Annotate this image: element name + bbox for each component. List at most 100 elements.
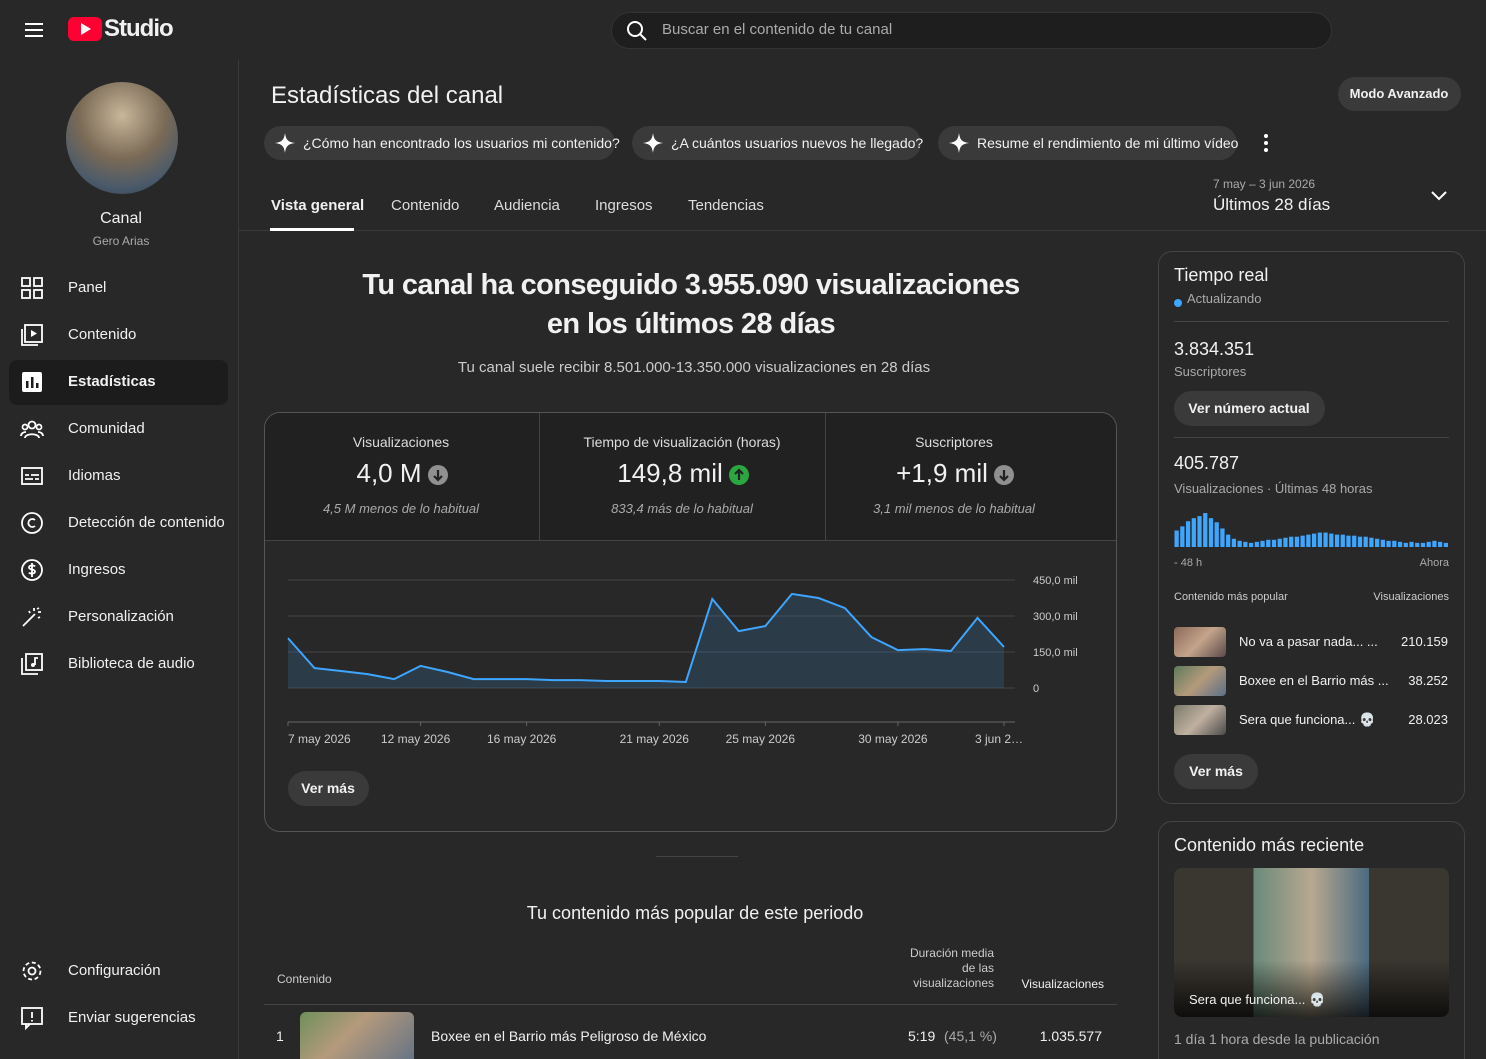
- see-more-button[interactable]: [288, 771, 369, 806]
- metric-note: 4,5 M menos de lo habitual: [322, 501, 480, 516]
- divider: [1174, 321, 1449, 322]
- trend-icon: [729, 465, 749, 485]
- nav-icon: [22, 372, 42, 392]
- divider: [265, 540, 1116, 541]
- recent-video-title[interactable]: Sera que funciona... 💀: [1189, 992, 1326, 1007]
- current-count-label[interactable]: Ver número actual: [1188, 400, 1310, 416]
- popular-views: 28.023: [1408, 712, 1448, 727]
- tab-border: [239, 230, 1486, 231]
- realtime-see-more-label[interactable]: Ver más: [1189, 763, 1243, 779]
- tab[interactable]: Vista general: [271, 197, 365, 214]
- current-count-button[interactable]: [1174, 391, 1325, 426]
- suggestion-text[interactable]: ¿Cómo han encontrado los usuarios mi con…: [303, 135, 620, 151]
- channel-label: Canal: [100, 210, 142, 227]
- active-tab-indicator: [270, 228, 354, 231]
- nav-icon: [21, 1007, 43, 1030]
- column-header: Duración media de las visualizaciones: [909, 946, 994, 990]
- period: Últimos 28 días: [1213, 195, 1331, 214]
- suggestion-text[interactable]: Resume el rendimiento de mi último vídeo: [977, 135, 1239, 151]
- trend-icon: [994, 465, 1014, 485]
- headline: Tu canal ha conseguido 3.955.090 visuali…: [362, 269, 1020, 340]
- tab[interactable]: Contenido: [391, 197, 460, 214]
- date-range: 7 may – 3 jun 2026: [1213, 177, 1316, 191]
- see-more-label[interactable]: Ver más: [301, 780, 355, 796]
- menu-icon[interactable]: [24, 20, 44, 40]
- nav-item[interactable]: Detección de contenido: [68, 514, 225, 531]
- trend-icon: [427, 465, 448, 485]
- popular-views: 38.252: [1408, 673, 1448, 688]
- nav-item[interactable]: Ingresos: [68, 561, 126, 578]
- tab[interactable]: Ingresos: [595, 197, 653, 214]
- nav-item[interactable]: Enviar sugerencias: [68, 1009, 196, 1026]
- recent-age: 1 día 1 hora desde la publicación: [1174, 1031, 1380, 1047]
- column-header: Contenido: [277, 972, 332, 986]
- more-icon[interactable]: [1260, 133, 1272, 153]
- sidebar-border: [238, 60, 239, 1059]
- section-title: Tu contenido más popular de este periodo: [526, 903, 864, 923]
- sparkle-icon: [643, 133, 663, 153]
- column-header: Visualizaciones: [1021, 977, 1105, 991]
- advanced-button[interactable]: [1338, 77, 1461, 111]
- nav-icon: [21, 277, 43, 299]
- suggestion-text[interactable]: ¿A cuántos usuarios nuevos he llegado?: [671, 135, 924, 151]
- channel-avatar[interactable]: [66, 82, 178, 194]
- metric-label: Suscriptores: [915, 434, 993, 450]
- popular-title[interactable]: Sera que funciona... 💀: [1239, 712, 1376, 727]
- nav-item[interactable]: Biblioteca de audio: [68, 655, 195, 672]
- video-thumbnail[interactable]: [300, 1012, 414, 1059]
- nav-item[interactable]: Configuración: [68, 962, 161, 979]
- separator: [656, 856, 738, 857]
- search-placeholder: Buscar en el contenido de tu canal: [662, 21, 893, 38]
- realtime-card: [1158, 251, 1465, 804]
- nav-item[interactable]: Estadísticas: [68, 373, 156, 390]
- nav-icon: [21, 559, 43, 581]
- nav-item[interactable]: Panel: [68, 279, 107, 296]
- row-duration: 5:19: [908, 1028, 936, 1044]
- row-title[interactable]: Boxee en el Barrio más Peligroso de Méxi…: [431, 1028, 707, 1044]
- subline: Tu canal suele recibir 8.501.000-13.350.…: [457, 359, 931, 376]
- advanced-button-label[interactable]: Modo Avanzado: [1349, 86, 1449, 101]
- channel-name: Gero Arias: [92, 234, 150, 248]
- nav-icon: [21, 324, 43, 346]
- suggestion-chip[interactable]: [264, 126, 615, 160]
- tab[interactable]: Audiencia: [494, 197, 560, 214]
- logo-text[interactable]: Studio: [104, 15, 174, 42]
- tab[interactable]: Tendencias: [688, 197, 764, 214]
- nav-item[interactable]: Comunidad: [68, 420, 145, 437]
- nav-icon: [20, 420, 44, 439]
- popular-title[interactable]: Boxee en el Barrio más ...: [1239, 673, 1389, 688]
- views-count: 405.787: [1174, 453, 1240, 473]
- popular-title[interactable]: No va a pasar nada... ...: [1239, 634, 1378, 649]
- nav-item[interactable]: Idiomas: [68, 467, 121, 484]
- date-dropdown[interactable]: [1430, 189, 1448, 203]
- search-box[interactable]: [611, 12, 1332, 49]
- popular-views: 210.159: [1401, 634, 1448, 649]
- metric-value: +1,9 mil: [896, 458, 988, 488]
- views-label: Visualizaciones · Últimas 48 horas: [1174, 481, 1373, 496]
- nav-icon: [22, 961, 42, 981]
- nav-icon: [21, 653, 43, 675]
- card-title: Tiempo real: [1174, 265, 1269, 285]
- live-status: Actualizando: [1187, 291, 1262, 306]
- suggestion-chip[interactable]: [938, 126, 1237, 160]
- nav-item[interactable]: Contenido: [68, 326, 137, 343]
- divider: [1174, 437, 1449, 438]
- video-thumbnail[interactable]: [1174, 627, 1226, 657]
- suggestion-chip[interactable]: [632, 126, 921, 160]
- divider: [825, 413, 826, 540]
- recent-card: [1158, 821, 1465, 1059]
- metric-note: 833,4 más de lo habitual: [611, 501, 753, 516]
- realtime-see-more[interactable]: [1174, 754, 1258, 789]
- logo-icon[interactable]: [68, 17, 102, 41]
- video-thumbnail[interactable]: [1174, 705, 1226, 735]
- live-dot: [1174, 299, 1182, 307]
- nav-active-bg: [9, 360, 228, 405]
- video-thumbnail[interactable]: [1174, 666, 1226, 696]
- subscriber-label: Suscriptores: [1174, 364, 1247, 379]
- nav-item[interactable]: Personalización: [68, 608, 174, 625]
- metric-label: Tiempo de visualización (horas): [583, 434, 781, 450]
- search-icon: [627, 21, 647, 41]
- page-title: Estadísticas del canal: [271, 82, 504, 109]
- nav-icon: [21, 512, 43, 534]
